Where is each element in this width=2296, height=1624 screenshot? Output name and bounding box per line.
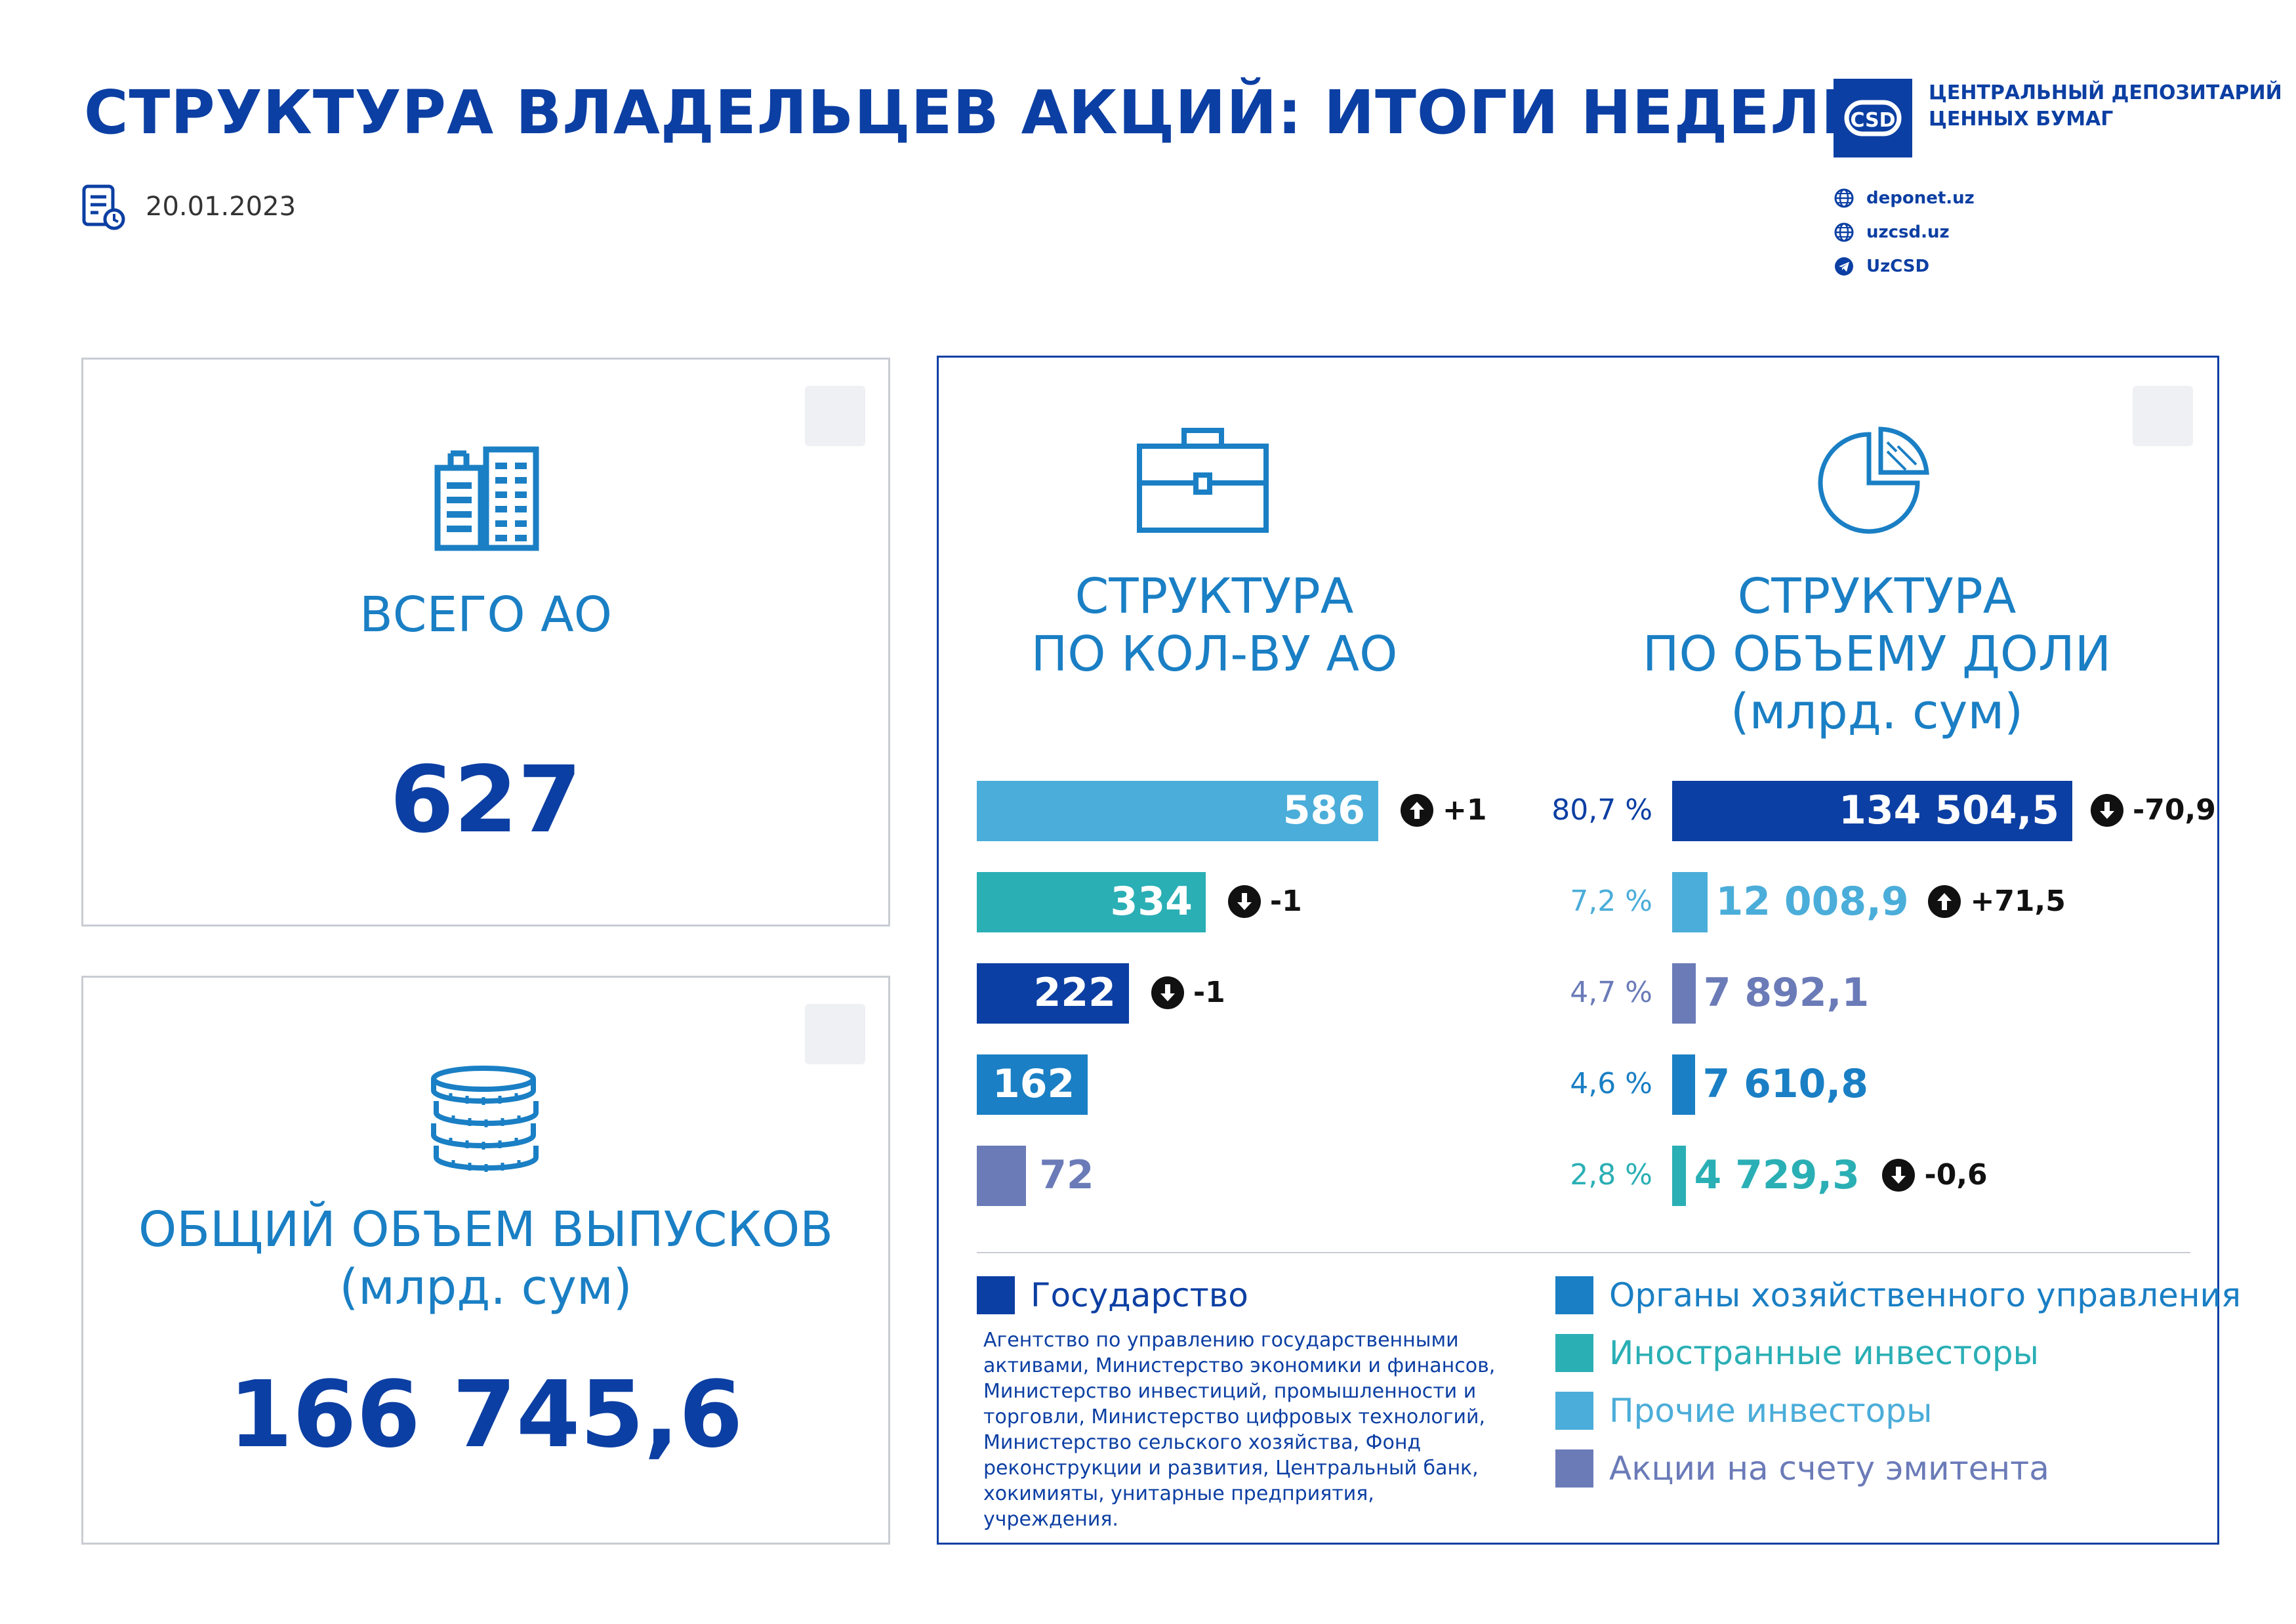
globe-icon	[1834, 188, 1854, 208]
arrow-down-icon	[1227, 885, 1261, 918]
legend-swatch-state	[977, 1276, 1015, 1314]
share-percent: 7,2 %	[1570, 885, 1652, 918]
telegram-icon	[1835, 257, 1853, 276]
csd-logo: CSD	[1834, 79, 1912, 157]
share-heading-line1: СТРУКТУРА	[1737, 568, 2017, 625]
arrow-down-icon	[1882, 1159, 1916, 1192]
share-bar	[1672, 1146, 1687, 1206]
page-title: СТРУКТУРА ВЛАДЕЛЬЦЕВ АКЦИЙ: ИТОГИ НЕДЕЛИ	[84, 77, 1872, 148]
count-bar	[977, 781, 1378, 841]
share-bar	[1672, 781, 2072, 841]
count-section-heading: СТРУКТУРА ПО КОЛ-ВУ АО	[958, 568, 1470, 683]
share-bar-label: 7 892,1	[1703, 970, 1870, 1016]
link-deponet[interactable]: deponet.uz	[1834, 188, 1975, 209]
total-volume-label-line1: ОБЩИЙ ОБЪЕМ ВЫПУСКОВ	[138, 1201, 833, 1258]
share-percent: 4,7 %	[1570, 976, 1652, 1009]
org-name-line1: ЦЕНТРАЛЬНЫЙ ДЕПОЗИТАРИЙ	[1929, 81, 2282, 104]
link-uzcsd[interactable]: uzcsd.uz	[1834, 222, 1950, 243]
share-change-value: +71,5	[1970, 885, 2066, 918]
share-change: +71,5	[1928, 872, 2066, 931]
share-percent: 80,7 %	[1551, 793, 1652, 827]
share-heading-line3: (млрд. сум)	[1730, 684, 2024, 740]
total-volume-label-line2: (млрд. сум)	[339, 1259, 632, 1316]
count-change-value: -1	[1193, 976, 1225, 1009]
document-clock-icon	[82, 184, 125, 230]
count-bar-chart: 586 +1 334 -1 222 -1 162 72	[939, 358, 1595, 1547]
share-change-value: -70,9	[2133, 793, 2216, 827]
legend-swatch	[1555, 1276, 1593, 1314]
total-volume-label: ОБЩИЙ ОБЪЕМ ВЫПУСКОВ (млрд. сум)	[83, 1201, 888, 1316]
count-change: -1	[1227, 872, 1302, 931]
logo-text: CSD	[1850, 109, 1895, 132]
share-change-value: -0,6	[1924, 1158, 1988, 1192]
count-change: +1	[1401, 781, 1486, 840]
legend-label: Иностранные инвесторы	[1609, 1334, 2040, 1372]
share-bar-label: 7 610,8	[1702, 1061, 1868, 1107]
share-heading-line2: ПО ОБЪЕМУ ДОЛИ	[1642, 626, 2112, 682]
total-volume-card: ОБЩИЙ ОБЪЕМ ВЫПУСКОВ (млрд. сум) 166 745…	[81, 976, 890, 1545]
share-bar-label: 4 729,3	[1694, 1152, 1860, 1198]
org-name-line2: ЦЕННЫХ БУМАГ	[1929, 108, 2114, 131]
arrow-up-icon	[1928, 885, 1961, 918]
count-bar	[977, 1054, 1088, 1115]
csd-logo-mark: CSD	[1844, 100, 1902, 136]
legend-swatch	[1555, 1392, 1593, 1430]
count-bar-label: 586	[1282, 787, 1365, 833]
share-bar	[1672, 963, 1696, 1024]
share-bar-label: 12 008,9	[1715, 879, 1909, 925]
structure-card: СТРУКТУРА ПО КОЛ-ВУ АО СТРУКТУРА ПО ОБЪЕ…	[937, 356, 2241, 1547]
count-change: -1	[1151, 963, 1225, 1022]
share-change: -0,6	[1882, 1146, 1988, 1205]
legend-state-note: Агентство по управлению государственными…	[983, 1329, 1496, 1531]
total-ao-value: 627	[390, 747, 582, 854]
share-bar	[1672, 872, 1708, 932]
buildings-icon	[434, 446, 539, 551]
share-bar	[1672, 1054, 1695, 1115]
legend-swatch	[1555, 1449, 1593, 1488]
total-ao-label: ВСЕГО АО	[359, 587, 612, 643]
legend-divider	[977, 1252, 2190, 1253]
share-percent: 4,6 %	[1570, 1067, 1652, 1100]
count-change-value: -1	[1269, 885, 1302, 918]
count-bar	[977, 872, 1206, 932]
link-telegram-label: UzCSD	[1866, 257, 1930, 276]
total-volume-value: 166 745,6	[228, 1362, 743, 1468]
legend-label: Акции на счету эмитента	[1609, 1449, 2049, 1488]
count-bar-label: 222	[1033, 970, 1116, 1016]
count-bar-label: 334	[1110, 879, 1193, 925]
count-bar-label: 162	[992, 1061, 1075, 1107]
count-bar	[977, 963, 1129, 1024]
org-name: ЦЕНТРАЛЬНЫЙ ДЕПОЗИТАРИЙ ЦЕННЫХ БУМАГ	[1929, 80, 2282, 133]
globe-icon	[1834, 222, 1854, 242]
share-change: -70,9	[2091, 781, 2216, 840]
legend-label: Органы хозяйственного управления	[1609, 1276, 2242, 1314]
csd-watermark-icon	[805, 1004, 865, 1064]
coins-icon	[431, 1066, 539, 1172]
arrow-down-icon	[2091, 794, 2123, 827]
arrow-up-icon	[1401, 794, 1433, 827]
legend-label-state: Государство	[1031, 1276, 1248, 1314]
csd-watermark-icon	[2133, 386, 2193, 446]
total-ao-card: ВСЕГО АО 627	[81, 358, 890, 927]
csd-watermark-icon	[805, 386, 865, 446]
share-percent: 2,8 %	[1570, 1158, 1652, 1192]
link-uzcsd-label: uzcsd.uz	[1866, 222, 1950, 242]
pie-chart-icon	[1818, 427, 1929, 534]
count-change-value: +1	[1443, 793, 1487, 827]
legend-swatch	[1555, 1334, 1593, 1372]
count-heading-line2: ПО КОЛ-ВУ АО	[1031, 626, 1398, 682]
link-deponet-label: deponet.uz	[1866, 188, 1975, 208]
share-section-heading: СТРУКТУРА ПО ОБЪЕМУ ДОЛИ (млрд. сум)	[1595, 568, 2159, 741]
arrow-down-icon	[1151, 976, 1184, 1009]
link-telegram[interactable]: UzCSD	[1834, 256, 1929, 277]
share-bar-label: 134 504,5	[1839, 787, 2059, 833]
briefcase-icon	[1137, 428, 1269, 533]
count-heading-line1: СТРУКТУРА	[1075, 568, 1354, 625]
count-bar-label: 72	[1039, 1152, 1094, 1198]
report-date: 20.01.2023	[146, 192, 297, 222]
legend-label: Прочие инвесторы	[1609, 1392, 1933, 1430]
count-bar	[977, 1146, 1027, 1206]
share-bar-chart: 80,7 % 134 504,5 -70,9 7,2 % 12 008,9 +71,5 4,…	[939, 358, 2221, 1547]
